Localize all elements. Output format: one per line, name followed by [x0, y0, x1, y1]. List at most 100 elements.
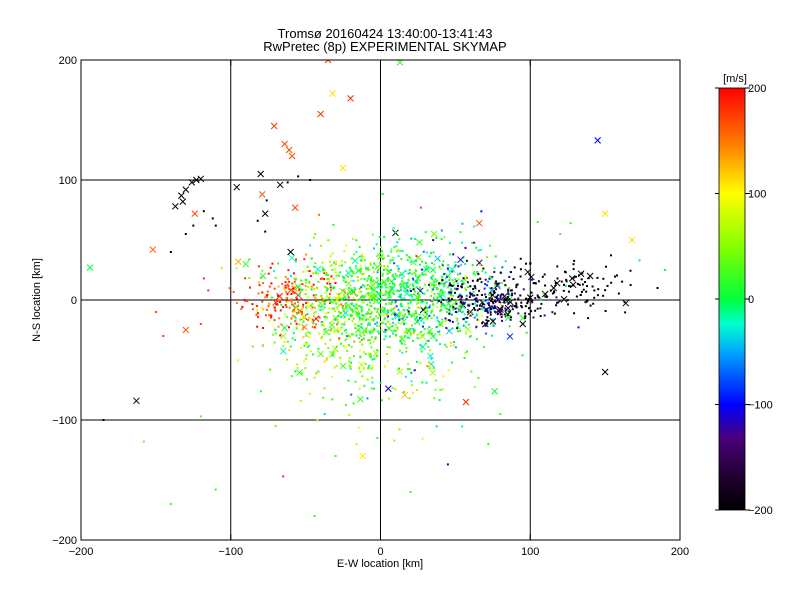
data-point-dot [534, 297, 537, 300]
data-point-dot [404, 375, 407, 378]
data-point-x [396, 368, 404, 376]
data-point-dot [452, 306, 455, 309]
data-point-dot [379, 381, 382, 384]
data-point-dot [449, 287, 452, 290]
data-point-dot [473, 302, 476, 305]
data-point-dot [394, 231, 397, 234]
data-point-dot [360, 290, 363, 293]
data-point-dot [326, 282, 329, 285]
data-point-dot [484, 271, 487, 274]
data-point-dot [335, 263, 338, 266]
data-point-dot [362, 350, 365, 353]
data-point-dot [440, 288, 443, 291]
data-point-dot [416, 389, 419, 392]
data-point-dot [277, 325, 280, 328]
data-point-dot [315, 271, 318, 274]
data-point-dot [412, 328, 415, 331]
data-point-dot [313, 376, 316, 379]
data-point-dot [261, 345, 264, 348]
data-point-dot [528, 313, 531, 316]
data-point-dot [389, 271, 392, 274]
data-point-dot [293, 291, 296, 294]
data-point-dot [604, 289, 607, 292]
data-point-dot [419, 361, 422, 364]
data-point-dot [539, 298, 542, 301]
data-point-dot [443, 236, 446, 239]
data-point-dot [446, 307, 449, 310]
data-point-dot [567, 290, 570, 293]
data-point-dot [360, 335, 363, 338]
data-point-dot [320, 277, 323, 280]
data-point-dot [323, 278, 326, 281]
data-point-dot [319, 244, 322, 247]
data-point-dot [593, 289, 596, 292]
data-point-dot [300, 347, 303, 350]
data-point-dot [415, 360, 418, 363]
data-point-dot [394, 334, 397, 337]
data-point-dot [464, 262, 467, 265]
data-point-dot [421, 325, 424, 328]
data-point-dot [475, 313, 478, 316]
data-point-dot [411, 313, 414, 316]
data-point-dot [302, 328, 305, 331]
data-point-dot [491, 334, 494, 337]
data-point-dot [363, 337, 366, 340]
data-point-dot [406, 289, 409, 292]
data-point-dot [383, 307, 386, 310]
data-point-dot [401, 342, 404, 345]
data-point-dot [525, 297, 528, 300]
data-point-dot [452, 284, 455, 287]
data-point-dot [515, 306, 518, 309]
data-point-dot [440, 305, 443, 308]
x-tick-label: 0 [377, 546, 383, 558]
y-tick-label: 0 [71, 295, 77, 307]
data-point-dot [265, 308, 268, 311]
data-point-dot [285, 290, 288, 293]
data-point-dot [356, 314, 359, 317]
data-point-dot [420, 316, 423, 319]
data-point-dot [405, 282, 408, 285]
data-point-dot [343, 321, 346, 324]
data-point-dot [555, 296, 558, 299]
data-point-dot [313, 265, 316, 268]
data-point-dot [430, 290, 433, 293]
data-point-x [622, 299, 630, 307]
data-point-dot [356, 307, 359, 310]
data-point-dot [320, 335, 323, 338]
data-point-dot [410, 384, 413, 387]
data-point-x [491, 387, 499, 395]
data-point-dot [232, 290, 235, 293]
data-point-dot [390, 313, 393, 316]
data-point-dot [584, 281, 587, 284]
data-point-x [418, 332, 426, 340]
data-point-dot [361, 343, 364, 346]
data-point-dot [532, 316, 535, 319]
data-point-dot [265, 199, 268, 202]
data-point-dot [539, 315, 542, 318]
data-point-dot [368, 304, 371, 307]
data-point-dot [532, 282, 535, 285]
data-point-dot [279, 301, 282, 304]
data-point-x [481, 320, 489, 328]
data-point-dot [273, 319, 276, 322]
data-point-dot [304, 332, 307, 335]
data-point-dot [452, 253, 455, 256]
data-point-dot [360, 338, 363, 341]
chart-subtitle: RwPretec (8p) EXPERIMENTAL SKYMAP [263, 39, 506, 54]
data-point-dot [316, 419, 319, 422]
data-point-dot [268, 285, 271, 288]
data-point-dot [438, 321, 441, 324]
data-point-dot [447, 319, 450, 322]
data-point-dot [251, 303, 254, 306]
data-point-dot [306, 286, 309, 289]
data-point-dot [334, 281, 337, 284]
data-point-dot [410, 299, 413, 302]
data-point-dot [311, 306, 314, 309]
data-point-x [354, 267, 362, 275]
data-point-dot [503, 299, 506, 302]
data-point-dot [408, 271, 411, 274]
data-point-dot [327, 347, 330, 350]
data-point-dot [551, 292, 554, 295]
data-point-dot [375, 355, 378, 358]
data-point-dot [525, 262, 528, 265]
